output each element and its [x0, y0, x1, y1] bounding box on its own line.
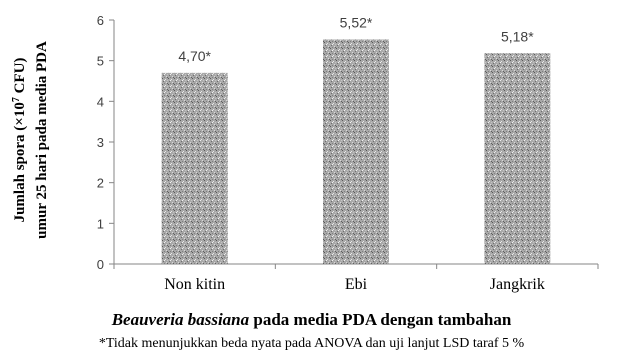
y-tick-label: 3 — [97, 135, 104, 150]
y-tick-label: 6 — [97, 13, 104, 28]
x-axis-title: Beauveria bassiana pada media PDA dengan… — [0, 310, 623, 330]
x-category-label: Non kitin — [164, 276, 225, 293]
y-axis-title-line1: Jumlah spora (×107 CFU) — [11, 58, 29, 223]
bars — [162, 40, 551, 264]
x-axis-title-rest: pada media PDA dengan tambahan — [249, 310, 511, 329]
bar-value-label: 5,52* — [340, 15, 373, 31]
bar — [162, 73, 228, 264]
bar — [323, 40, 389, 264]
x-category-label: Ebi — [345, 276, 368, 293]
bar — [484, 53, 550, 264]
bar-value-label: 4,70* — [178, 48, 211, 64]
y-tick-label: 4 — [97, 94, 104, 109]
y-tick-label: 1 — [97, 216, 104, 231]
y-tick-label: 0 — [97, 257, 104, 272]
x-axis-title-species: Beauveria bassiana — [112, 310, 249, 329]
y-axis-title-line2: umur 25 hari pada media PDA — [34, 41, 50, 239]
bar-value-label: 5,18* — [501, 28, 534, 44]
y-tick-label: 2 — [97, 176, 104, 191]
footnote: *Tidak menunjukkan beda nyata pada ANOVA… — [0, 336, 623, 352]
x-category-label: Jangkrik — [490, 276, 545, 293]
y-tick-label: 5 — [97, 54, 104, 69]
